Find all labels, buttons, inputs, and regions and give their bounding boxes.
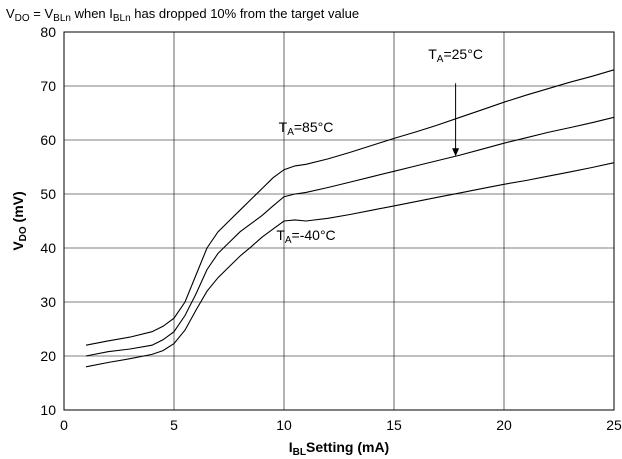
- series-annotations: TA=25°C TA=85°C TA=-40°C: [276, 46, 483, 246]
- series-line-ta-85-c: [85, 69, 615, 346]
- plot-frame: [63, 31, 615, 411]
- note-sub-c: BLn: [113, 13, 131, 24]
- series-lines: [85, 69, 615, 368]
- note-part-d: has dropped 10% from the target value: [131, 6, 359, 21]
- x-tick-label: 10: [276, 417, 292, 433]
- x-tick-label: 25: [606, 417, 622, 433]
- x-axis-label: IBLSetting (mA): [289, 439, 389, 458]
- x-tick-labels: 0 5 10 15 20 25: [60, 417, 622, 433]
- y-tick-label: 30: [40, 294, 56, 310]
- annotation-arrow-head: [452, 148, 460, 157]
- y-axis-label: VDO (mV): [10, 191, 29, 250]
- chart-note: VDO = VBLn when IBLn has dropped 10% fro…: [6, 6, 359, 24]
- note-part-a: V: [6, 6, 15, 21]
- y-tick-label: 50: [40, 186, 56, 202]
- annotation-ta-minus40c: TA=-40°C: [276, 227, 335, 246]
- y-tick-label: 40: [40, 240, 56, 256]
- annotation-ta-85c: TA=85°C: [279, 119, 334, 138]
- y-tick-label: 70: [40, 78, 56, 94]
- x-tick-label: 15: [386, 417, 402, 433]
- note-part-b: = V: [30, 6, 54, 21]
- x-tick-label: 20: [496, 417, 512, 433]
- annotation-ta-25c: TA=25°C: [428, 46, 483, 65]
- y-tick-labels: 10 20 30 40 50 60 70 80: [40, 24, 56, 418]
- series-line-ta-40-c: [85, 162, 615, 368]
- y-tick-label: 20: [40, 348, 56, 364]
- y-tick-label: 80: [40, 24, 56, 40]
- grid-lines: [64, 32, 614, 410]
- x-tick-label: 5: [170, 417, 178, 433]
- note-part-c: when I: [71, 6, 113, 21]
- note-sub-a: DO: [15, 13, 30, 24]
- note-sub-b: BLn: [53, 13, 71, 24]
- series-line-ta-25-c: [85, 116, 615, 357]
- x-tick-label: 0: [60, 417, 68, 433]
- y-tick-label: 60: [40, 132, 56, 148]
- y-tick-label: 10: [40, 402, 56, 418]
